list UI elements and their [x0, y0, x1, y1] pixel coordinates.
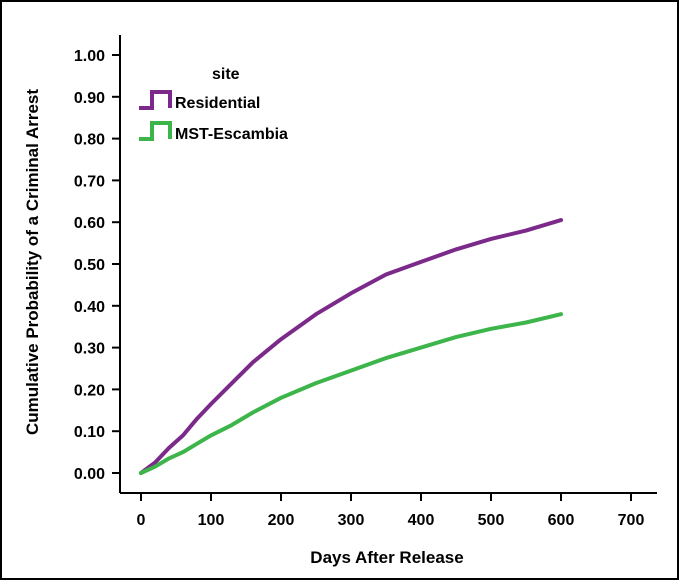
x-tick-label: 600	[548, 512, 575, 529]
data-point	[384, 272, 388, 276]
data-point	[279, 396, 283, 400]
series-layer	[139, 218, 563, 475]
data-point	[489, 237, 493, 241]
x-tick-label: 0	[137, 512, 146, 529]
y-tick-label: 0.30	[74, 341, 105, 358]
x-tick-label: 300	[338, 512, 365, 529]
data-point	[314, 381, 318, 385]
x-tick-label: 200	[268, 512, 295, 529]
data-point	[230, 381, 234, 385]
data-point	[489, 327, 493, 331]
x-axis-label: Days After Release	[310, 548, 463, 567]
x-tick-label: 400	[408, 512, 435, 529]
legend-label-residential: Residential	[175, 95, 260, 112]
legend-swatch-mst-escambia	[139, 121, 172, 141]
data-point	[181, 433, 185, 437]
legend-title: site	[212, 66, 240, 83]
data-point	[559, 218, 563, 222]
legend-label-mst-escambia: MST-Escambia	[175, 126, 288, 143]
data-point	[419, 260, 423, 264]
data-point	[209, 402, 213, 406]
data-point	[181, 450, 185, 454]
x-tick-label: 100	[198, 512, 225, 529]
y-tick-label: 1.00	[74, 48, 105, 65]
data-point	[349, 291, 353, 295]
data-point	[139, 471, 143, 475]
y-tick-label: 0.40	[74, 299, 105, 316]
data-point	[454, 335, 458, 339]
data-point	[349, 369, 353, 373]
x-tick-label: 500	[478, 512, 505, 529]
y-tick-label: 0.50	[74, 257, 105, 274]
y-axis-label: Cumulative Probability of a Criminal Arr…	[23, 89, 42, 435]
x-ticks: 0 100 200 300 400 500 600 700	[137, 493, 645, 529]
y-ticks: 0.00 0.10 0.20 0.30 0.40 0.50 0.60 0.70 0.80 0.90…	[74, 48, 120, 483]
y-tick-label: 0.60	[74, 215, 105, 232]
legend: site Residential MST-Escambia	[139, 66, 288, 143]
data-point	[279, 337, 283, 341]
data-point	[167, 446, 171, 450]
y-tick-label: 0.00	[74, 466, 105, 483]
data-point	[524, 229, 528, 233]
y-tick-label: 0.70	[74, 173, 105, 190]
data-point	[524, 321, 528, 325]
data-point	[559, 312, 563, 316]
data-point	[195, 417, 199, 421]
data-point	[153, 465, 157, 469]
y-tick-label: 0.10	[74, 424, 105, 441]
data-point	[251, 410, 255, 414]
y-tick-label: 0.20	[74, 382, 105, 399]
data-point	[167, 456, 171, 460]
data-point	[230, 423, 234, 427]
legend-swatch-residential	[139, 90, 172, 110]
data-point	[195, 442, 199, 446]
y-tick-label: 0.80	[74, 132, 105, 149]
data-point	[384, 356, 388, 360]
data-point	[419, 346, 423, 350]
data-point	[454, 247, 458, 251]
data-point	[314, 312, 318, 316]
x-tick-label: 700	[618, 512, 645, 529]
data-point	[209, 433, 213, 437]
data-point	[153, 461, 157, 465]
y-tick-label: 0.90	[74, 90, 105, 107]
data-point	[251, 360, 255, 364]
